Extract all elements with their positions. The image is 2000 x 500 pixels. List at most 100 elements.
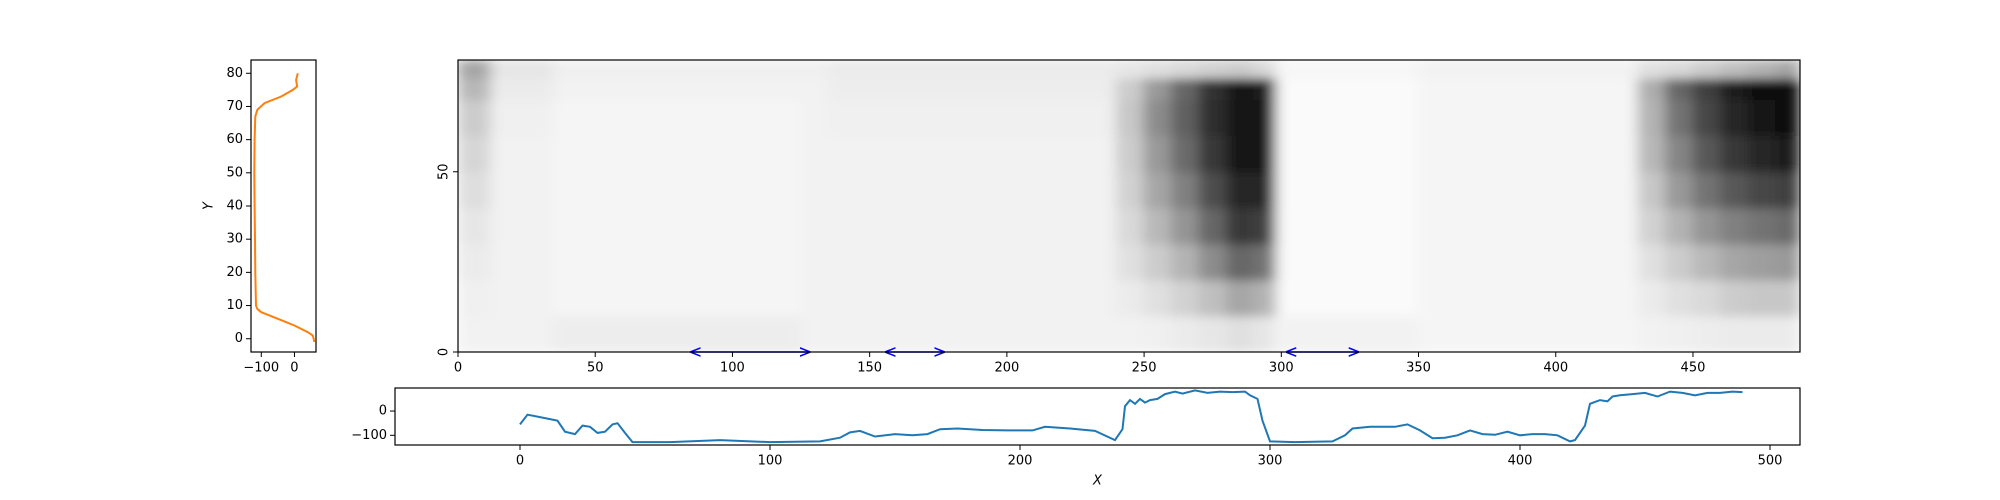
heatmap-cell [1774,243,1800,281]
heatmap-cell [1198,135,1227,173]
heatmap-cell [1418,171,1639,209]
heatmap-cell [1719,99,1749,137]
heatmap-cell [1116,315,1145,352]
y-tick-label: 30 [226,232,243,247]
heatmap-cell [1747,135,1776,173]
heatmap-cell [1143,99,1173,137]
heatmap-cell [800,99,829,137]
heatmap-cell [1225,243,1255,281]
heatmap-cell [1253,243,1277,281]
heatmap-cell [1747,207,1776,245]
heatmap-cell [1719,60,1749,79]
heatmap-cell [1253,60,1277,79]
heatmap-cell [490,243,555,281]
heatmap-cell [1637,77,1667,101]
heatmap-cell [1275,77,1282,101]
heatmap-cell [1747,77,1776,101]
heatmap-cell [1198,207,1227,245]
heatmap-cell [1774,135,1800,173]
heatmap-cell [1747,60,1776,79]
heatmap-cell [490,315,555,352]
heatmap-cell [800,207,829,245]
heatmap-cell [1275,171,1282,209]
heatmap-cell [1280,207,1420,245]
heatmap-cell [1774,77,1800,101]
heatmap-cell [1143,243,1173,281]
heatmap-cell [827,99,1118,137]
heatmap-cell [1418,60,1639,79]
heatmap-cell [1171,77,1200,101]
heatmap-cell [1692,99,1721,137]
heatmap-cell [1198,99,1227,137]
heatmap-cell [800,171,829,209]
y-tick-label: 50 [226,165,243,180]
y-axis-label: Y [202,201,217,210]
x-tick-label: 300 [1258,454,1283,469]
axes-frame [457,59,1801,353]
heatmap-cell [1418,315,1639,352]
heatmap-cell [1637,315,1667,352]
x-tick-label: 350 [1406,361,1431,376]
heatmap-cell [1747,243,1776,281]
y-tick-label: 10 [226,298,243,313]
heatmap-cell [800,279,829,317]
x-tick-label: 200 [994,361,1019,376]
heatmap-cell [1747,99,1776,137]
heatmap-cell [490,207,555,245]
heatmap-cell [490,135,555,173]
heatmap-cell [1198,279,1227,317]
heatmap-cell [1280,279,1420,317]
heatmap-cell [827,135,1118,173]
heatmap-cell [1637,207,1667,245]
heatmap-cell [1665,315,1694,352]
heatmap-cell [1198,315,1227,352]
data-line [253,73,316,343]
y-tick-label: 20 [226,265,243,280]
heatmap-cell [553,243,802,281]
heatmap-cell [1692,60,1721,79]
y-tick-label: 80 [226,66,243,81]
x-tick-label: 0 [516,454,524,469]
heatmap-cell [1637,243,1667,281]
heatmap-cell [1774,315,1800,352]
heatmap-cell [458,135,492,173]
heatmap-cell [553,99,802,137]
y-tick-label: 50 [437,163,452,180]
heatmap-cell [1719,77,1749,101]
heatmap-cell [1116,171,1145,209]
heatmap-cell [1692,207,1721,245]
heatmap-cell [1253,315,1277,352]
heatmap-cell [1692,135,1721,173]
heatmap-cell [1143,315,1173,352]
heatmap-cell [1418,135,1639,173]
heatmap-cell [458,171,492,209]
heatmap-cell [1253,207,1277,245]
heatmap-cell [1143,279,1173,317]
heatmap-cell [1253,99,1277,137]
heatmap-cell [1116,77,1145,101]
heatmap-cell [458,77,492,101]
heatmap-cell [1116,279,1145,317]
heatmap-cell [1225,315,1255,352]
data-line [519,389,1743,444]
heatmap-cell [1116,99,1145,137]
heatmap-cell [1747,279,1776,317]
heatmap-cell [1253,171,1277,209]
heatmap-cell [553,279,802,317]
heatmap-cell [490,99,555,137]
heatmap-cell [800,243,829,281]
heatmap-cell [1692,279,1721,317]
heatmap-cell [553,171,802,209]
heatmap-cell [827,279,1118,317]
heatmap-cell [553,77,802,101]
heatmap-cell [1275,99,1282,137]
x-tick-label: 400 [1508,454,1533,469]
heatmap-cell [458,315,492,352]
y-tick-label: 0 [437,348,452,356]
heatmap-cell [1225,60,1255,79]
heatmap-cell [1692,171,1721,209]
heatmap-cell [490,60,555,79]
heatmap-cell [1719,243,1749,281]
heatmap-cell [1665,171,1694,209]
heatmap-cell [1275,243,1282,281]
